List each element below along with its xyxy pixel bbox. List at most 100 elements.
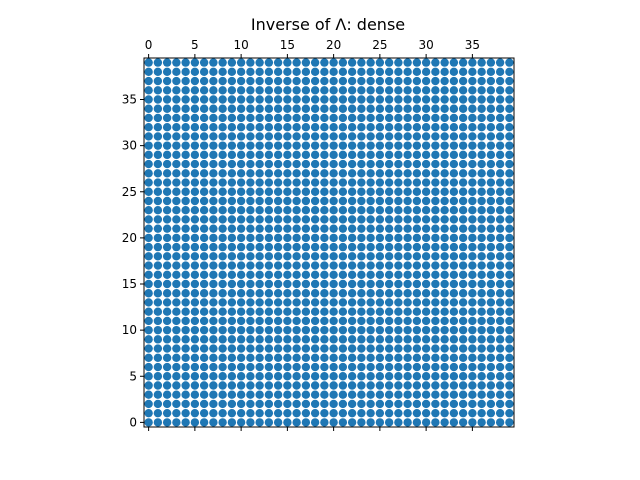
nonzero-point: [338, 86, 348, 95]
nonzero-point: [403, 150, 412, 160]
nonzero-point: [218, 206, 227, 215]
nonzero-point: [255, 122, 264, 132]
nonzero-point: [449, 335, 459, 344]
nonzero-point: [209, 178, 218, 187]
nonzero-point: [292, 206, 301, 215]
nonzero-point: [468, 381, 477, 390]
nonzero-point: [172, 381, 181, 390]
nonzero-point: [477, 187, 486, 196]
nonzero-point: [292, 224, 301, 233]
nonzero-point: [218, 279, 227, 289]
nonzero-point: [421, 122, 431, 132]
nonzero-point: [375, 86, 385, 95]
nonzero-point: [236, 95, 246, 104]
nonzero-point: [338, 58, 348, 67]
nonzero-point: [486, 372, 496, 381]
nonzero-point: [199, 399, 209, 409]
nonzero-point: [246, 298, 255, 307]
nonzero-point: [458, 178, 468, 187]
nonzero-point: [218, 178, 227, 187]
nonzero-point: [403, 76, 412, 86]
nonzero-point: [403, 104, 412, 113]
nonzero-point: [412, 224, 422, 233]
nonzero-point: [329, 353, 338, 363]
nonzero-point: [412, 344, 422, 353]
nonzero-point: [181, 344, 190, 353]
nonzero-point: [162, 418, 172, 427]
nonzero-point: [320, 242, 329, 252]
nonzero-point: [255, 150, 264, 160]
nonzero-point: [283, 381, 292, 390]
nonzero-point: [320, 261, 329, 270]
nonzero-point: [477, 159, 486, 169]
nonzero-point: [273, 233, 283, 243]
nonzero-point: [246, 159, 255, 169]
nonzero-point: [246, 233, 255, 243]
nonzero-point: [209, 242, 218, 252]
nonzero-point: [431, 353, 440, 363]
nonzero-point: [283, 335, 292, 344]
nonzero-point: [505, 206, 514, 215]
nonzero-point: [338, 159, 348, 169]
nonzero-point: [403, 159, 412, 169]
nonzero-point: [495, 122, 505, 132]
nonzero-point: [440, 252, 449, 261]
nonzero-point: [458, 298, 468, 307]
nonzero-point: [347, 122, 357, 132]
nonzero-point: [431, 58, 440, 67]
nonzero-point: [338, 298, 348, 307]
nonzero-point: [440, 86, 449, 95]
nonzero-point: [209, 224, 218, 233]
nonzero-point: [144, 196, 153, 206]
nonzero-point: [310, 206, 320, 215]
nonzero-point: [384, 381, 394, 390]
nonzero-point: [357, 178, 366, 187]
nonzero-point: [227, 252, 237, 261]
nonzero-point: [144, 169, 153, 178]
nonzero-point: [190, 67, 200, 77]
nonzero-point: [338, 141, 348, 150]
nonzero-point: [236, 58, 246, 67]
nonzero-point: [440, 298, 449, 307]
nonzero-point: [421, 169, 431, 178]
nonzero-point: [283, 178, 292, 187]
nonzero-point: [246, 279, 255, 289]
nonzero-point: [209, 233, 218, 243]
nonzero-point: [394, 233, 403, 243]
nonzero-point: [412, 132, 422, 141]
nonzero-point: [347, 104, 357, 113]
nonzero-point: [431, 95, 440, 104]
nonzero-point: [357, 206, 366, 215]
nonzero-point: [329, 399, 338, 409]
nonzero-point: [375, 353, 385, 363]
nonzero-point: [301, 381, 311, 390]
nonzero-point: [394, 169, 403, 178]
nonzero-point: [283, 122, 292, 132]
nonzero-point: [199, 224, 209, 233]
nonzero-point: [431, 224, 440, 233]
nonzero-point: [310, 76, 320, 86]
nonzero-point: [190, 86, 200, 95]
nonzero-point: [218, 344, 227, 353]
nonzero-point: [384, 353, 394, 363]
nonzero-point: [301, 76, 311, 86]
nonzero-point: [440, 242, 449, 252]
nonzero-point: [394, 76, 403, 86]
nonzero-point: [292, 307, 301, 316]
nonzero-point: [292, 261, 301, 270]
nonzero-point: [227, 86, 237, 95]
nonzero-point: [486, 261, 496, 270]
nonzero-point: [505, 86, 514, 95]
nonzero-point: [486, 399, 496, 409]
nonzero-point: [246, 408, 255, 418]
nonzero-point: [329, 279, 338, 289]
nonzero-point: [283, 206, 292, 215]
nonzero-point: [403, 187, 412, 196]
nonzero-point: [440, 307, 449, 316]
nonzero-point: [255, 261, 264, 270]
nonzero-point: [486, 270, 496, 279]
nonzero-point: [347, 353, 357, 363]
nonzero-point: [329, 307, 338, 316]
nonzero-point: [440, 233, 449, 243]
nonzero-point: [153, 104, 163, 113]
